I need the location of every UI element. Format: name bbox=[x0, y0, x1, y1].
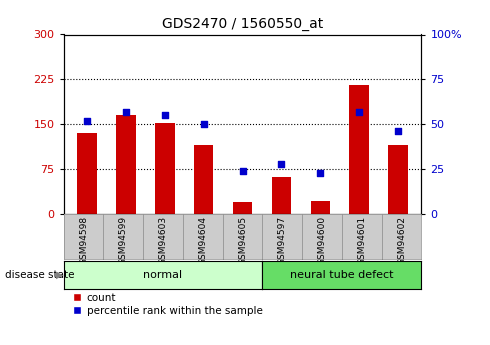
Text: GSM94604: GSM94604 bbox=[198, 216, 207, 265]
Text: neural tube defect: neural tube defect bbox=[290, 270, 393, 280]
Bar bbox=[233, 202, 252, 214]
Point bbox=[122, 109, 130, 115]
Text: normal: normal bbox=[144, 270, 183, 280]
Title: GDS2470 / 1560550_at: GDS2470 / 1560550_at bbox=[162, 17, 323, 31]
Bar bbox=[116, 115, 136, 214]
Point bbox=[394, 129, 402, 134]
Text: GSM94603: GSM94603 bbox=[159, 216, 168, 265]
Text: GSM94598: GSM94598 bbox=[79, 216, 88, 265]
Text: GSM94597: GSM94597 bbox=[278, 216, 287, 265]
Point bbox=[200, 121, 208, 127]
Text: GSM94605: GSM94605 bbox=[238, 216, 247, 265]
Text: GSM94599: GSM94599 bbox=[119, 216, 128, 265]
Text: disease state: disease state bbox=[5, 270, 74, 280]
Text: GSM94601: GSM94601 bbox=[357, 216, 367, 265]
Bar bbox=[155, 123, 174, 214]
Bar bbox=[311, 201, 330, 214]
Bar bbox=[272, 177, 291, 214]
Point bbox=[317, 170, 324, 175]
Bar bbox=[194, 145, 213, 214]
Bar bbox=[349, 85, 369, 214]
Point bbox=[239, 168, 246, 174]
Point bbox=[355, 109, 363, 115]
Text: GSM94600: GSM94600 bbox=[318, 216, 326, 265]
Point bbox=[277, 161, 285, 166]
Legend: count, percentile rank within the sample: count, percentile rank within the sample bbox=[69, 289, 267, 320]
Bar bbox=[389, 145, 408, 214]
Bar bbox=[77, 133, 97, 214]
Point bbox=[161, 112, 169, 118]
Text: ▶: ▶ bbox=[56, 270, 64, 280]
Text: GSM94602: GSM94602 bbox=[397, 216, 406, 265]
Point bbox=[83, 118, 91, 124]
